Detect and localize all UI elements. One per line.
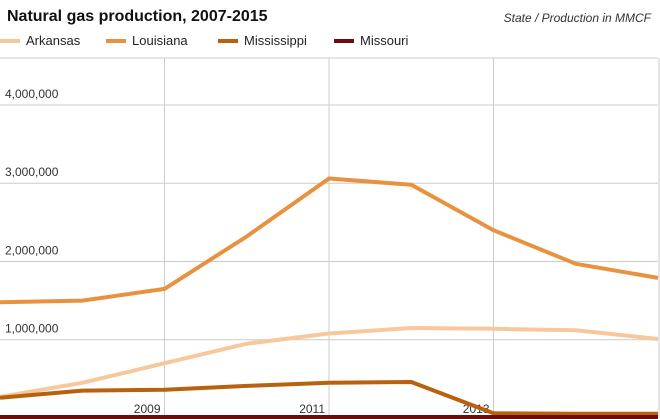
legend-label-missouri: Missouri [360, 33, 409, 48]
legend-label-mississippi: Mississippi [244, 33, 307, 48]
y-tick-label: 1,000,000 [5, 322, 59, 336]
legend-item-arkansas[interactable]: Arkansas [0, 33, 80, 48]
y-tick-label: 2,000,000 [5, 243, 59, 257]
y-tick-label: 3,000,000 [5, 165, 59, 179]
legend-swatch-louisiana [106, 38, 126, 43]
series-line-louisiana [0, 176, 659, 305]
x-tick-label: 2011 [299, 402, 325, 416]
legend-swatch-mississippi [218, 38, 238, 43]
legend-item-missouri[interactable]: Missouri [334, 33, 408, 48]
legend-label-arkansas: Arkansas [26, 33, 81, 48]
legend-label-louisiana: Louisiana [132, 33, 188, 48]
chart-subtitle: State / Production in MMCF [503, 11, 651, 25]
legend-swatch-arkansas [0, 38, 20, 43]
x-tick-label: 2009 [134, 402, 161, 416]
legend-swatch-missouri [334, 38, 354, 43]
series-line-arkansas [0, 326, 659, 399]
chart-title: Natural gas production, 2007-2015 [7, 8, 268, 25]
legend-item-mississippi[interactable]: Mississippi [218, 33, 307, 48]
legend-item-louisiana[interactable]: Louisiana [106, 33, 188, 48]
y-tick-label: 4,000,000 [5, 87, 59, 101]
chart-legend: Arkansas Louisiana Mississippi Missouri [0, 33, 660, 51]
series-line-mississippi [0, 380, 658, 416]
